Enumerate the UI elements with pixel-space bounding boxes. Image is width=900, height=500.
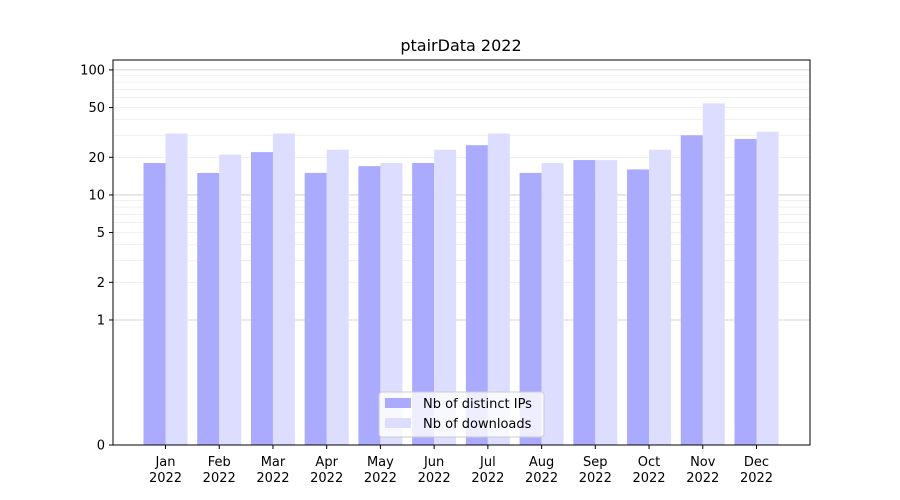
legend-swatch [385, 398, 411, 408]
bar-ips [143, 163, 166, 445]
x-tick-label: Sep 2022 [579, 455, 612, 486]
bar-ips [197, 172, 220, 445]
x-tick-label: Jul 2022 [471, 455, 504, 486]
x-tick-label: Dec 2022 [740, 455, 773, 486]
bar-downloads [326, 149, 349, 446]
bar-ips [465, 145, 488, 445]
bar-downloads [487, 133, 510, 445]
y-tick-label: 50 [88, 101, 105, 116]
x-tick-label: May 2022 [364, 455, 397, 486]
bar-downloads [165, 133, 188, 445]
bar-ips [519, 172, 542, 445]
y-tick-label: 5 [97, 226, 105, 241]
bar-ips [250, 152, 273, 445]
bar-downloads [595, 160, 618, 445]
bar-downloads [756, 131, 779, 445]
y-tick-label: 100 [80, 63, 105, 78]
x-tick-label: Apr 2022 [310, 455, 343, 486]
bar-ips [412, 163, 435, 445]
bar-downloads [702, 103, 725, 446]
x-tick-label: Oct 2022 [632, 455, 665, 486]
x-tick-label: Jun 2022 [418, 455, 451, 486]
bar-ips [304, 172, 327, 445]
x-tick-label: Jan 2022 [149, 455, 182, 486]
x-tick-label: Aug 2022 [525, 455, 558, 486]
x-tick-label: Nov 2022 [686, 455, 719, 486]
bar-ips [358, 166, 381, 445]
bar-ips [734, 139, 757, 445]
bar-downloads [649, 149, 672, 446]
y-tick-label: 1 [97, 313, 105, 328]
bar-ips [680, 135, 703, 445]
bar-ips [627, 169, 650, 445]
legend-swatch [385, 418, 411, 428]
bar-downloads [434, 149, 457, 446]
y-tick-label: 20 [88, 151, 105, 166]
chart-title: ptairData 2022 [400, 36, 521, 55]
y-tick-label: 10 [88, 188, 105, 203]
bars [143, 103, 779, 446]
legend-label: Nb of distinct IPs [423, 397, 532, 412]
x-tick-label: Mar 2022 [256, 455, 289, 486]
bar-downloads [219, 154, 242, 446]
bar-downloads [541, 163, 564, 445]
y-tick-label: 0 [97, 439, 105, 454]
plot-frame [112, 59, 811, 446]
legend-box [378, 391, 545, 438]
x-tick-label: Feb 2022 [203, 455, 236, 486]
legend: Nb of distinct IPs Nb of downloads [378, 391, 545, 438]
y-tick-label: 2 [97, 276, 105, 291]
legend-label: Nb of downloads [423, 417, 532, 432]
bar-ips [573, 160, 596, 445]
bar-downloads [380, 163, 403, 445]
bar-downloads [272, 133, 295, 445]
axes: 0 1 2 5 10 20 50 100 Jan 2022 Feb 2022 Mar 2022 Apr 202… [80, 59, 811, 486]
